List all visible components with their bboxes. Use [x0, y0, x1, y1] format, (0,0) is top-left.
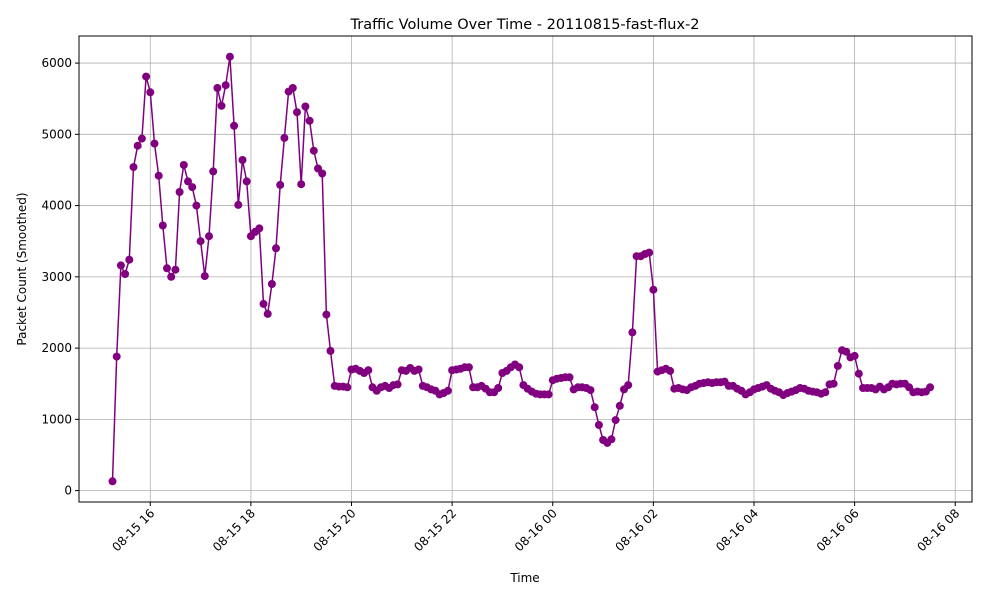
data-point: [175, 188, 184, 196]
series-layer: [108, 52, 935, 486]
data-point: [179, 161, 188, 169]
data-point: [624, 381, 633, 390]
data-point: [267, 280, 276, 288]
data-point: [611, 416, 620, 425]
data-point: [645, 248, 654, 257]
data-point: [112, 352, 121, 361]
y-tick-label: 5000: [41, 127, 72, 141]
data-point: [586, 386, 595, 395]
data-point: [322, 310, 331, 319]
data-point: [205, 232, 213, 241]
data-point: [167, 272, 176, 281]
data-point: [364, 366, 373, 375]
grid-lines: [79, 36, 972, 502]
data-point: [133, 141, 142, 150]
data-point: [926, 383, 935, 392]
data-point: [607, 435, 616, 444]
data-point: [209, 167, 218, 176]
data-point: [305, 116, 314, 125]
data-point: [192, 201, 201, 210]
data-point: [464, 363, 473, 372]
data-point: [154, 171, 163, 180]
data-point: [272, 244, 280, 253]
data-point: [146, 88, 155, 97]
data-point: [343, 383, 352, 392]
data-point: [137, 134, 146, 143]
data-point: [666, 366, 675, 375]
data-point: [238, 156, 247, 164]
data-point: [297, 180, 306, 189]
data-point: [829, 379, 838, 388]
data-point: [565, 373, 574, 382]
data-point: [242, 177, 251, 186]
data-point: [221, 81, 230, 90]
data-point: [163, 264, 171, 273]
data-point: [326, 346, 335, 355]
data-point: [196, 237, 205, 246]
chart-title: Traffic Volume Over Time - 20110815-fast…: [350, 17, 700, 33]
data-point: [121, 270, 130, 278]
data-point: [280, 133, 289, 142]
data-point: [544, 390, 553, 399]
data-point: [833, 361, 842, 370]
data-point: [318, 169, 327, 178]
data-point: [515, 363, 524, 372]
data-point: [649, 285, 658, 294]
data-point: [628, 328, 637, 337]
data-point: [213, 84, 222, 92]
data-point: [615, 401, 624, 410]
data-point: [188, 183, 197, 192]
x-axis-label: Time: [509, 571, 539, 585]
data-point: [443, 386, 452, 395]
data-point: [255, 224, 264, 233]
data-point: [108, 477, 117, 486]
data-point: [494, 384, 503, 392]
data-point: [850, 351, 859, 360]
data-point: [225, 52, 234, 61]
data-point: [821, 388, 830, 397]
data-point: [293, 108, 301, 117]
data-point: [301, 102, 310, 111]
data-point: [276, 180, 285, 189]
data-point: [259, 299, 268, 308]
data-point: [393, 380, 402, 389]
data-point: [142, 72, 151, 81]
data-point: [234, 200, 243, 209]
data-point: [217, 101, 226, 110]
data-point: [158, 221, 167, 230]
data-point: [594, 421, 603, 429]
data-point: [200, 272, 209, 281]
data-point: [129, 163, 138, 172]
data-point: [230, 121, 239, 130]
data-point: [263, 309, 272, 318]
data-point: [309, 146, 318, 155]
y-tick-label: 0: [64, 484, 72, 498]
y-axis-label: Packet Count (Smoothed): [15, 192, 29, 345]
y-tick-label: 1000: [41, 412, 72, 426]
y-tick-label: 4000: [41, 199, 72, 213]
data-point: [854, 369, 863, 378]
plot-frame: [78, 35, 973, 503]
data-point: [184, 177, 192, 186]
data-point: [414, 365, 423, 374]
data-point: [125, 255, 134, 264]
data-point: [590, 403, 599, 412]
y-axis: 0 1000 2000 3000 4000 5000 6000: [41, 56, 79, 498]
data-point: [288, 84, 297, 92]
data-point: [842, 347, 851, 356]
data-point: [171, 265, 180, 274]
y-tick-label: 3000: [41, 270, 72, 284]
data-point: [150, 139, 159, 148]
y-tick-label: 6000: [41, 56, 72, 70]
data-point: [116, 261, 125, 270]
y-tick-label: 2000: [41, 341, 72, 355]
